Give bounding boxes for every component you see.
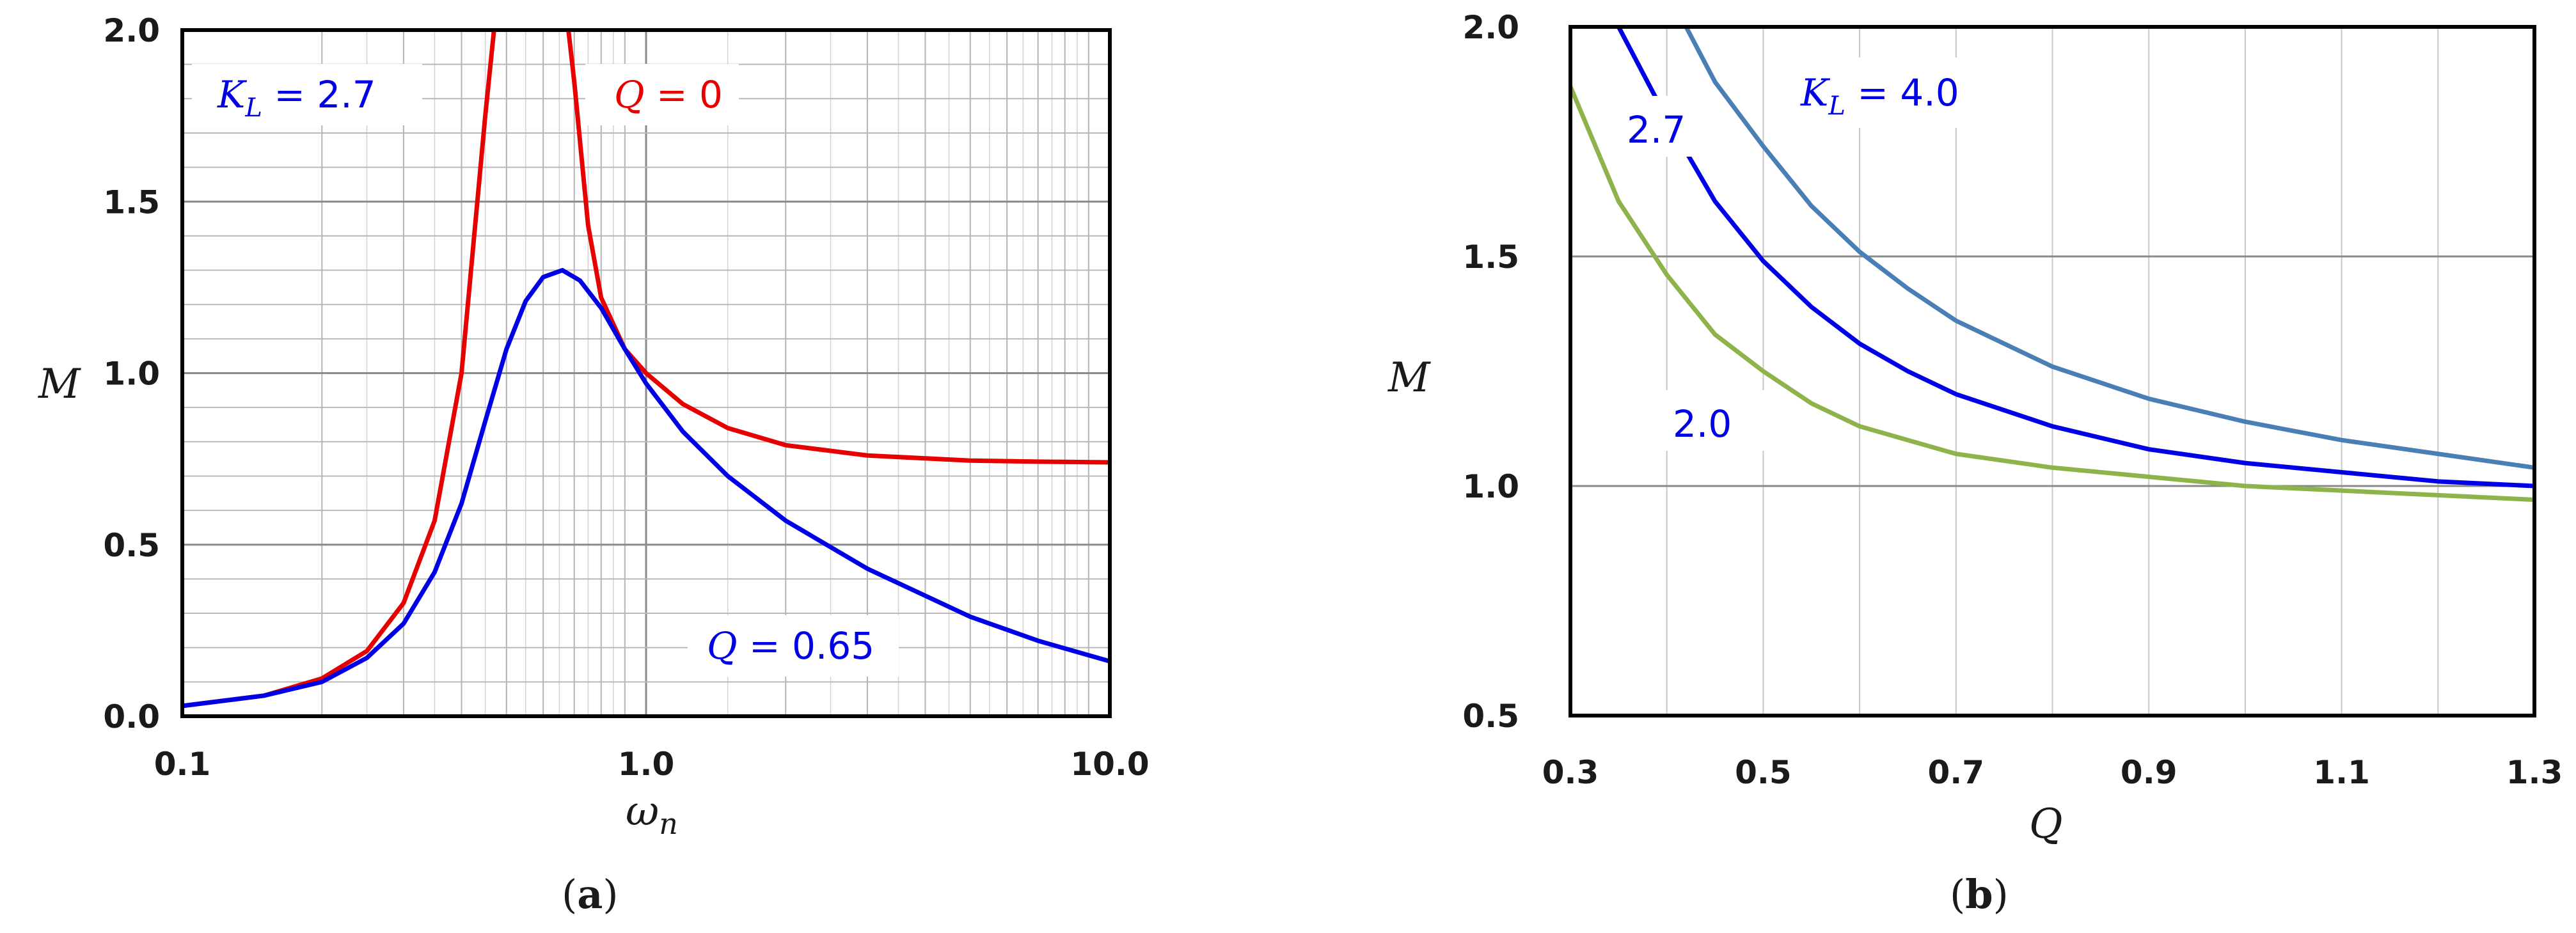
b-xtick-label: 1.1	[2313, 754, 2370, 791]
a-series-line	[566, 29, 1110, 465]
panel-b-grid	[1570, 27, 2534, 716]
b-xtick-label: 0.3	[1542, 754, 1599, 791]
a-series-line	[182, 29, 496, 709]
b-xtick-label: 0.9	[2121, 754, 2177, 791]
panel-b-xtick-labels: 0.3 0.5 0.7 0.9 1.1 1.3	[1542, 754, 2563, 791]
panel-a-xlabel: ωn	[626, 788, 678, 841]
panel-a-label: (a)	[562, 871, 619, 918]
b-xtick-label: 1.3	[2506, 754, 2563, 791]
b-series-line	[1684, 26, 2535, 470]
annotation-kl-27: KL = 2.7	[217, 73, 376, 123]
panel-b-ylabel: M	[1387, 354, 1431, 402]
annotation-27: 2.7	[1627, 108, 1686, 152]
b-ytick-label: 1.5	[1462, 239, 1519, 276]
svg-text:KL = 2.7: KL = 2.7	[217, 73, 376, 123]
annotation-kl-value: 2.7	[317, 73, 375, 116]
panel-b-ytick-labels: 0.5 1.0 1.5 2.0	[1462, 9, 1519, 735]
b-xtick-label: 0.5	[1735, 754, 1792, 791]
b-ytick-label: 2.0	[1462, 9, 1519, 46]
annotation-bg-kl40	[1778, 58, 2047, 128]
svg-text:KL = 4.0: KL = 4.0	[1800, 71, 1959, 121]
a-ytick-label: 2.0	[103, 12, 160, 49]
a-ytick-label: 0.0	[103, 698, 160, 735]
a-ytick-label: 1.0	[103, 356, 160, 393]
panel-a-frame	[180, 28, 1112, 718]
a-xtick-label: 0.1	[154, 746, 211, 783]
panel-a-ytick-labels: 0.0 0.5 1.0 1.5 2.0	[103, 12, 160, 735]
b-xtick-label: 0.7	[1928, 754, 1985, 791]
b-ytick-label: 1.0	[1462, 468, 1519, 505]
a-ytick-label: 0.5	[103, 527, 160, 564]
b-ytick-label: 0.5	[1462, 698, 1519, 735]
panel-b-label: (b)	[1950, 871, 2009, 918]
annotation-bg-q065	[688, 615, 899, 677]
b-series-line	[1616, 26, 2535, 489]
panel-a: 0.0 0.5 1.0 1.5 2.0 0.1 1.0 10.0 KL = 2.7 Q = …	[38, 12, 1150, 918]
annotation-bg-kl	[192, 64, 422, 125]
a-ytick-label: 1.5	[103, 184, 160, 221]
annotation-q0: Q = 0	[614, 73, 723, 116]
annotation-20: 2.0	[1673, 402, 1732, 446]
panel-a-lines	[182, 29, 1110, 709]
panel-a-xtick-labels: 0.1 1.0 10.0	[154, 746, 1150, 783]
b-series-line	[1568, 85, 2535, 503]
a-xtick-label: 1.0	[618, 746, 675, 783]
panel-b-lines	[1568, 26, 2535, 503]
annotation-bg-20	[1657, 390, 1766, 451]
a-xtick-label: 10.0	[1070, 746, 1149, 783]
panel-b-xlabel: Q	[2029, 801, 2062, 848]
panel-b-frame	[1569, 25, 2536, 717]
a-series-line	[182, 268, 1110, 709]
annotation-kl-40: KL = 4.0	[1800, 71, 1959, 121]
panel-a-ylabel: M	[38, 361, 81, 408]
annotation-bg-27	[1612, 96, 1714, 157]
annotation-q065: Q = 0.65	[707, 624, 874, 668]
panel-b: 0.5 1.0 1.5 2.0 0.3 0.5 0.7 0.9 1.1 1.3 KL = 4.0…	[1387, 9, 2563, 918]
annotation-bg-q0	[585, 64, 739, 125]
